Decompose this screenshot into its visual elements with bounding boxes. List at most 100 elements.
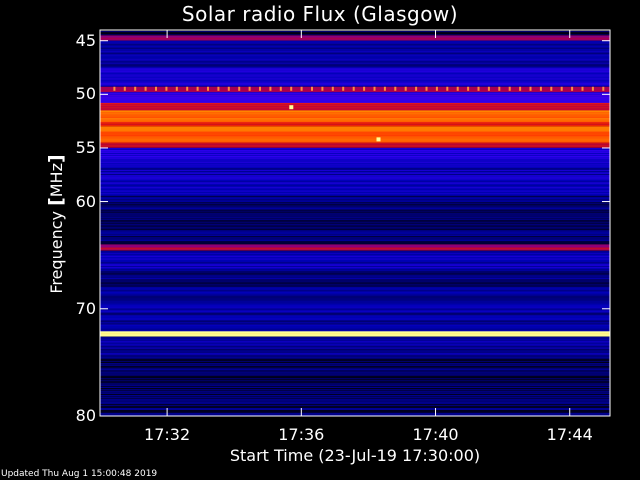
spectrum-band [100, 119, 610, 121]
spectrum-band [100, 282, 610, 284]
spectrum-band [100, 258, 610, 261]
spectrum-band [100, 299, 610, 301]
interference-dot [456, 86, 459, 91]
spectrum-band [100, 382, 610, 384]
interference-dot [602, 86, 605, 91]
spectrum-band [100, 403, 610, 405]
spectrum-band [100, 69, 610, 71]
spectrum-band [100, 217, 610, 219]
interference-dot [352, 86, 355, 91]
spectrum-band [100, 254, 610, 257]
spectrum-band [100, 166, 610, 168]
spectrum-band [100, 46, 610, 48]
spectrum-band [100, 268, 610, 271]
spectrum-band [100, 252, 610, 255]
spectrum-band [100, 43, 610, 45]
interference-dot [519, 86, 522, 91]
spectrum-band [100, 195, 610, 197]
spectrum-band [100, 296, 610, 298]
spectrum-band [100, 154, 610, 157]
spectrum-band [100, 332, 610, 334]
spectrum-band [100, 380, 610, 382]
spectrum-band [100, 277, 610, 279]
spectrum-band [100, 293, 610, 295]
spectrum-band [100, 336, 610, 338]
spectrum-band [100, 373, 610, 375]
spectrum-band [100, 286, 610, 288]
spectrum-band [100, 197, 610, 199]
spectrum-band [100, 85, 610, 87]
spectrum-band [100, 241, 610, 243]
spectrum-band [100, 302, 610, 304]
spectrum-band [100, 73, 610, 75]
interference-dot [113, 86, 116, 91]
spectrum-band [100, 244, 610, 246]
spectrum-band [100, 234, 610, 236]
plot-area [100, 30, 610, 417]
spectrum-band [100, 134, 610, 136]
spectrum-band [100, 381, 610, 383]
spectrum-band [100, 50, 610, 52]
spectrum-band [100, 133, 610, 135]
spectrum-band [100, 374, 610, 376]
spectrum-band [100, 389, 610, 391]
spectrum-band [100, 75, 610, 77]
interference-dot [175, 86, 178, 91]
interference-dot [248, 86, 251, 91]
spectrum-band [100, 394, 610, 396]
spectrum-band [100, 243, 610, 245]
interference-dot [196, 86, 199, 91]
spectrum-band [100, 183, 610, 185]
spectrum-band [100, 60, 610, 62]
spectrum-band [100, 269, 610, 272]
spectrum-band [100, 237, 610, 239]
spectrum-band [100, 148, 610, 151]
y-tick-label: 70 [75, 298, 96, 318]
spectrum-band [100, 117, 610, 119]
spectrum-band [100, 327, 610, 329]
spectrum-band [100, 261, 610, 264]
spectrum-band [100, 180, 610, 182]
x-tick-label: 17:36 [278, 425, 325, 444]
interference-dot [300, 86, 303, 91]
spectrum-band [100, 215, 610, 217]
spectrum-band [100, 264, 610, 267]
spectrum-band [100, 337, 610, 339]
spectrum-band [100, 210, 610, 212]
y-axis-label: Frequency [MHz] [45, 154, 67, 293]
x-tick-label: 17:44 [546, 425, 593, 444]
spectrum-band [100, 193, 610, 195]
plot-frame [99, 29, 611, 417]
spectrum-band [100, 313, 610, 315]
spectrum-band [100, 353, 610, 355]
x-tick-label: 17:32 [144, 425, 191, 444]
interference-dot [238, 86, 241, 91]
interference-dot [467, 86, 470, 91]
spectrum-band [100, 102, 610, 104]
interference-dot [415, 86, 418, 91]
spectrum-band [100, 55, 610, 57]
spectrum-band [100, 74, 610, 76]
spectrum-band [100, 402, 610, 404]
spectrum-band [100, 263, 610, 266]
spectrum-band [100, 320, 610, 322]
spectrum-band [100, 272, 610, 274]
spectrum-band [100, 164, 610, 166]
spectrum-band [100, 121, 610, 123]
spectrum-band [100, 399, 610, 401]
spectrum-band [100, 59, 610, 61]
interference-dot [581, 86, 584, 91]
spectrum-band [100, 291, 610, 293]
spectrum-band [100, 108, 610, 111]
spectrum-band [100, 226, 610, 228]
spectrum-band [100, 238, 610, 240]
spectrum-band [100, 220, 610, 222]
spectrum-band [100, 266, 610, 269]
spectrum-band [100, 366, 610, 368]
spectrum-band [100, 168, 610, 170]
spectrum-band [100, 398, 610, 400]
spectrum-band [100, 321, 610, 323]
spectrum-band [100, 38, 610, 40]
spectrum-band [100, 149, 610, 152]
spectrum-band [100, 57, 610, 59]
